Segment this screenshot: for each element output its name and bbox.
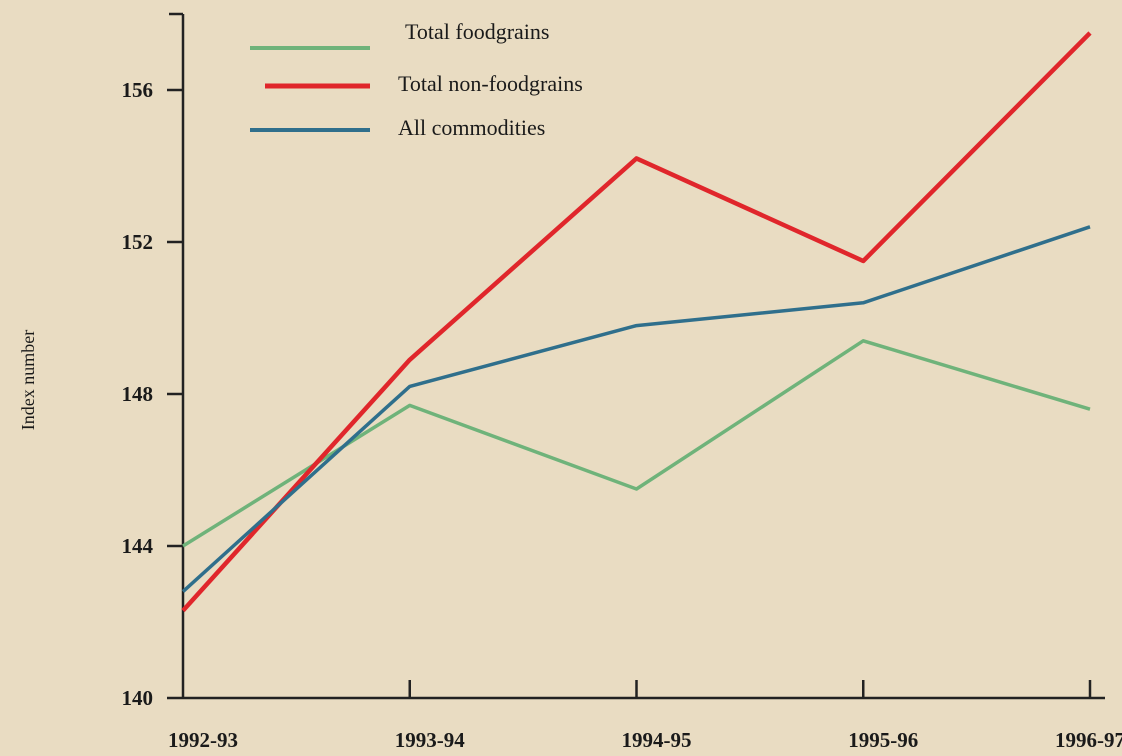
legend-label: All commodities (398, 115, 545, 140)
y-tick-label: 140 (122, 686, 154, 710)
x-tick-label: 1992-93 (168, 728, 238, 752)
legend-label: Total non-foodgrains (398, 71, 583, 96)
y-tick-label: 148 (122, 382, 154, 406)
x-tick-label: 1993-94 (395, 728, 465, 752)
y-tick-label: 156 (122, 78, 154, 102)
x-tick-label: 1994-95 (622, 728, 692, 752)
x-tick-label: 1995-96 (848, 728, 918, 752)
y-tick-label: 152 (122, 230, 154, 254)
x-tick-label: 1996-97 (1055, 728, 1122, 752)
y-tick-label: 144 (122, 534, 154, 558)
y-axis-title: Index number (18, 330, 38, 430)
series-line (182, 339, 1091, 548)
series-line (181, 225, 1091, 593)
series-line (181, 31, 1092, 613)
legend-label: Total foodgrains (405, 19, 549, 44)
